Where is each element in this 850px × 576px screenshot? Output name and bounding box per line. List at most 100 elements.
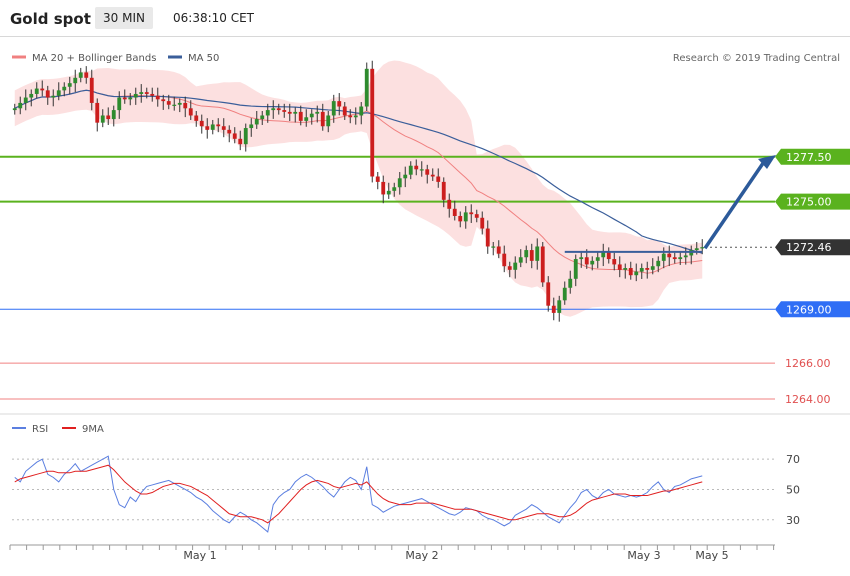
ma50-legend-label: MA 50 [188,53,219,64]
candle-body [326,115,331,127]
candle-body [271,108,276,111]
candle-body [381,181,386,195]
candle-body [370,68,375,177]
candle-body [150,93,155,96]
candle-body [122,97,127,100]
candle-body [177,102,182,105]
candle-body [650,266,655,270]
candle-body [661,253,666,261]
candle-body [524,250,529,258]
candle-body [216,124,221,127]
candle-body [474,214,479,218]
candle-body [45,90,50,98]
price-labels: 1277.50 1275.00 1269.00 1266.00 1264.00 1272.… [775,148,850,406]
candle-body [540,246,545,283]
chart-title: Gold spot [10,10,91,28]
watermark: Research © 2019 Trading Central [673,53,840,64]
candle-body [359,106,364,116]
candle-body [441,181,446,200]
rsi-ma-legend-label: 9MA [82,424,104,435]
candle-body [172,104,177,106]
candle-body [133,93,138,98]
annotations [564,154,776,253]
candle-body [194,115,199,121]
candle-body [639,268,644,272]
x-tick-label: May 5 [695,549,728,562]
candle-body [95,102,100,123]
candle-body [606,251,611,260]
level-label-2: 1269.00 [786,303,832,316]
candle-body [227,129,232,134]
candlesticks [12,60,705,322]
candle-body [430,174,435,177]
candle-body [183,102,188,109]
candle-body [155,95,160,100]
rsi-legend-label: RSI [32,424,48,435]
rsi-panel: 70 50 30 [0,413,850,533]
rsi-legend: RSI 9MA [12,424,104,435]
forecast-arrow [703,159,767,250]
rsi-tick-label: 70 [786,453,800,466]
candle-body [260,115,265,120]
candle-body [612,259,617,265]
candle-body [557,300,562,313]
candle-body [507,266,512,270]
candle-body [232,133,237,139]
candle-body [425,169,430,175]
candle-body [535,246,540,261]
candle-body [551,305,556,313]
candle-body [546,282,551,306]
candle-body [694,248,699,251]
level-tag-0 [775,148,850,165]
level-label-3: 1266.00 [785,357,831,370]
x-axis: May 1 May 2 May 3 May 5 [9,544,775,562]
candle-body [529,250,534,261]
candle-body [375,176,380,182]
candle-body [667,253,672,258]
candle-body [282,110,287,112]
level-label-0: 1277.50 [786,151,832,164]
candle-body [78,72,83,78]
candle-body [29,93,34,98]
price-chart: MA 20 + Bollinger Bands MA 50 Research ©… [0,53,850,562]
candle-body [502,253,507,267]
candle-body [364,68,369,107]
candle-body [73,77,78,84]
candle-body [683,255,688,258]
candle-body [436,176,441,182]
candle-body [331,101,336,116]
timeframe-selector[interactable]: 30 MIN [95,7,153,29]
level-label-1: 1275.00 [786,196,832,209]
candle-body [480,217,485,229]
candle-body [419,169,424,171]
forecast-arrowhead [758,154,776,169]
candle-body [84,72,89,78]
candle-body [623,268,628,270]
candle-body [161,99,166,102]
candle-body [100,115,105,123]
candle-body [18,102,23,109]
candle-body [12,108,17,111]
candle-body [645,268,650,270]
candle-body [634,271,639,276]
candle-body [485,228,490,247]
candle-body [397,178,402,188]
x-tick-label: May 2 [405,549,438,562]
candle-body [320,111,325,127]
candle-body [403,174,408,179]
candle-body [265,110,270,116]
x-tick-label: May 3 [627,549,660,562]
candle-body [249,124,254,129]
candle-body [700,247,705,249]
candle-body [23,97,28,103]
candle-body [452,208,457,216]
rsi-line [14,455,703,533]
candle-body [117,97,122,111]
title-bar: Gold spot 30 MIN 06:38:10 CET [0,0,850,37]
candle-body [601,251,606,258]
candle-body [199,120,204,127]
candle-body [304,117,309,121]
candle-body [67,83,72,87]
ma50-line [14,89,703,254]
level-tag-2 [775,301,850,318]
